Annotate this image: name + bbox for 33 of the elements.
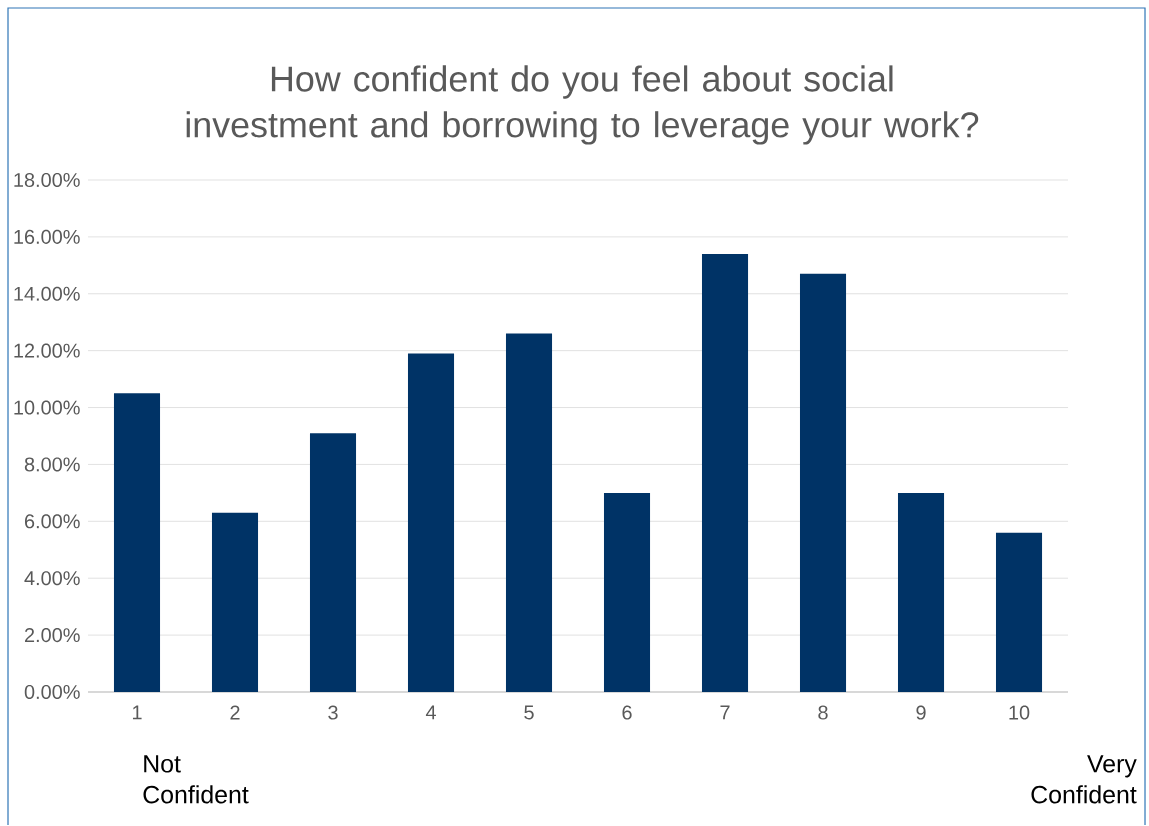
x-tick-label: 9	[916, 705, 926, 720]
bar	[701, 254, 749, 693]
bar	[603, 493, 651, 693]
bar	[113, 393, 161, 693]
x-tick-label: 10	[1009, 705, 1030, 720]
x-tick-label: 7	[720, 705, 730, 720]
y-tick-label: 6.00%	[25, 514, 80, 529]
x-tick-label: 3	[328, 705, 338, 720]
y-tick-label: 18.00%	[14, 173, 80, 188]
y-tick-label: 12.00%	[14, 343, 80, 358]
y-tick-label: 2.00%	[24, 628, 80, 643]
y-tick-label: 14.00%	[14, 286, 80, 302]
bar	[407, 353, 455, 693]
y-tick-label: 8.00%	[24, 457, 80, 472]
x-tick-label: 8	[818, 705, 828, 720]
text: Not Confident	[143, 755, 249, 804]
bar	[897, 493, 945, 693]
x-tick-label: 6	[622, 705, 632, 720]
x-tick-label: 4	[425, 705, 436, 720]
y-tick-label: 10.00%	[14, 400, 80, 415]
bar	[505, 333, 553, 693]
bar	[211, 512, 259, 693]
text: Very Confident	[1031, 755, 1137, 804]
x-tick-label: 5	[524, 705, 534, 720]
chart-title: How confident do you feel about social investment and borrowing to leverage your work?	[186, 65, 979, 145]
bar	[309, 433, 357, 693]
bar	[799, 274, 847, 693]
bar	[995, 532, 1043, 693]
y-tick-label: 0.00%	[24, 685, 80, 700]
x-tick-label: 1	[132, 705, 142, 720]
x-tick-label: 2	[230, 705, 240, 720]
y-tick-label: 16.00%	[14, 230, 80, 245]
y-tick-label: 4.00%	[24, 571, 80, 586]
